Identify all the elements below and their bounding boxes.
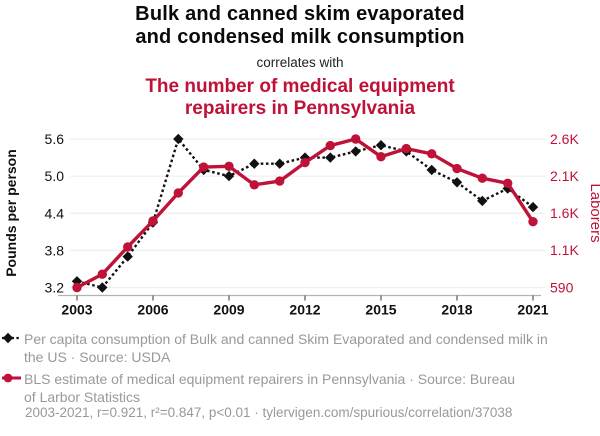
data-point-circle-repairers — [148, 216, 158, 226]
x-axis-tick-label: 2006 — [137, 302, 168, 318]
data-point-diamond-milk — [527, 201, 539, 213]
legend-entry-milk: Per capita consumption of Bulk and canne… — [2, 330, 598, 366]
legend-marker-circle-solid-icon — [2, 372, 21, 384]
legend-entry-repairers: BLS estimate of medical equipment repair… — [2, 370, 598, 406]
data-point-circle-repairers — [249, 180, 259, 190]
legend-label-repairers-line1: BLS estimate of medical equipment repair… — [24, 371, 516, 387]
data-point-circle-repairers — [503, 178, 513, 188]
chart-subtitle-line1: The number of medical equipment — [145, 76, 455, 97]
data-point-circle-repairers — [275, 176, 285, 186]
data-point-circle-repairers — [452, 163, 462, 174]
data-point-diamond-milk — [97, 282, 108, 293]
data-point-circle-repairers — [199, 162, 209, 172]
data-point-diamond-milk — [173, 133, 184, 145]
chart-subtitle: The number of medical equipment repairer… — [0, 76, 600, 120]
right-axis-tick-label: 2.6K — [550, 131, 579, 147]
figure-header: Bulk and canned skim evaporated and cond… — [0, 3, 600, 120]
chart-title-line2: and condensed milk consumption — [135, 26, 465, 48]
data-point-circle-repairers — [477, 173, 487, 183]
footer-stats: 2003-2021, r=0.921, r²=0.847, p<0.01 · t… — [25, 405, 513, 420]
right-axis-tick-label: 1.6K — [550, 205, 579, 221]
data-point-circle-repairers — [376, 152, 386, 162]
data-point-diamond-milk — [325, 152, 336, 163]
legend-label-milk-line2: the US · Source: USDA — [24, 349, 171, 365]
data-point-circle-repairers — [427, 149, 437, 159]
data-point-diamond-milk — [249, 158, 260, 169]
data-point-diamond-milk — [451, 177, 463, 188]
x-axis-tick-label: 2003 — [61, 302, 92, 318]
data-point-circle-repairers — [351, 134, 361, 144]
x-axis-tick-label: 2018 — [441, 302, 472, 318]
data-point-circle-repairers — [300, 157, 310, 168]
left-axis-tick-label: 3.2 — [45, 280, 65, 296]
legend-marker-diamond-dashed-icon — [2, 332, 21, 344]
data-point-diamond-milk — [375, 140, 387, 151]
data-point-circle-repairers — [123, 242, 133, 252]
data-point-diamond-milk — [122, 251, 133, 262]
left-axis-tick-label: 5.0 — [45, 168, 65, 184]
x-axis-tick-label: 2021 — [517, 302, 548, 318]
data-point-diamond-milk — [477, 195, 488, 207]
x-axis-tick-label: 2015 — [365, 302, 396, 318]
right-axis-tick-label: 1.1K — [550, 242, 579, 258]
chart-subtitle-line2: repairers in Pennsylvania — [184, 98, 416, 119]
right-axis-tick-label: 2.1K — [550, 168, 579, 184]
correlates-with-text: correlates with — [256, 55, 344, 70]
legend-label-repairers-line2: of Larbor Statistics — [24, 389, 140, 405]
data-point-circle-repairers — [528, 217, 538, 227]
legend-label-repairers: BLS estimate of medical equipment repair… — [24, 370, 515, 406]
chart-title-line1: Bulk and canned skim evaporated — [135, 3, 465, 25]
data-point-diamond-milk — [426, 164, 437, 176]
data-point-circle-repairers — [401, 143, 411, 154]
left-axis-title: Pounds per person — [3, 149, 19, 277]
left-axis-tick-label: 3.8 — [45, 242, 65, 258]
x-axis-tick-label: 2012 — [289, 302, 320, 318]
data-point-circle-repairers — [72, 282, 82, 293]
data-point-diamond-milk — [274, 158, 285, 169]
chart-title: Bulk and canned skim evaporated and cond… — [0, 3, 600, 49]
right-axis-tick-label: 590 — [550, 280, 574, 296]
data-point-circle-repairers — [173, 188, 183, 198]
legend: Per capita consumption of Bulk and canne… — [2, 330, 598, 410]
legend-label-milk: Per capita consumption of Bulk and canne… — [24, 330, 548, 366]
data-point-diamond-milk — [502, 183, 513, 194]
data-point-circle-repairers — [97, 269, 108, 279]
left-axis-tick-label: 4.4 — [45, 205, 65, 221]
legend-label-milk-line1: Per capita consumption of Bulk and canne… — [24, 331, 548, 347]
data-point-circle-repairers — [325, 140, 335, 151]
left-axis-tick-label: 5.6 — [45, 131, 65, 147]
data-point-diamond-milk — [350, 146, 361, 157]
x-axis-tick-label: 2009 — [213, 302, 244, 318]
right-axis-title: Laborers — [587, 183, 600, 242]
data-point-diamond-milk — [223, 170, 235, 182]
data-point-circle-repairers — [224, 161, 234, 171]
